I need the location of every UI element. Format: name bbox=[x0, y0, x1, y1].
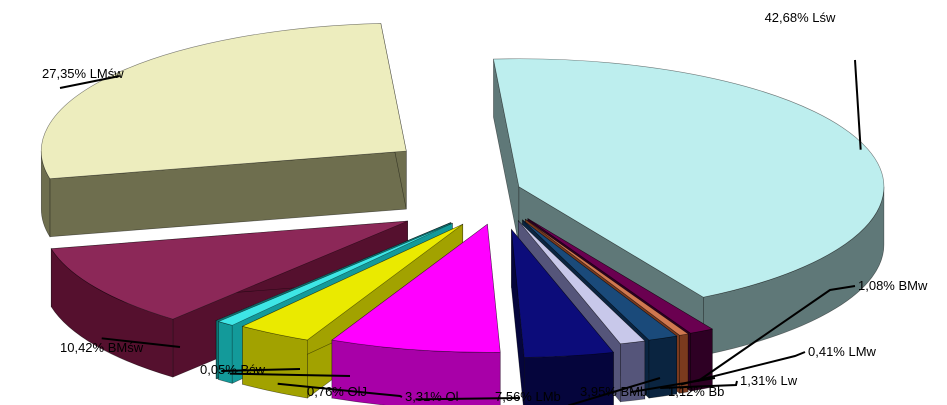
pie-slice-top bbox=[331, 223, 501, 353]
slice-label: 1,12% Bb bbox=[668, 384, 724, 399]
slice-label: 42,68% Lśw bbox=[765, 10, 836, 25]
pie-slice-6 bbox=[511, 228, 615, 405]
pie-slice-top bbox=[522, 219, 678, 341]
pie-slice-top bbox=[518, 220, 646, 345]
slice-label: 3,95% BMb bbox=[580, 384, 647, 399]
leader-line bbox=[415, 397, 521, 401]
pie-slice-top bbox=[493, 58, 885, 298]
leader-line bbox=[697, 285, 856, 382]
pie-slice-top bbox=[40, 23, 407, 180]
pie-slice-top bbox=[50, 220, 408, 320]
slice-label: 27,35% LMśw bbox=[42, 66, 124, 81]
pie-slice-top bbox=[215, 222, 452, 322]
slice-labels: 42,68% Lśw 1,08% BMw 0,41% LMw 1,31% Lw 1,12… bbox=[42, 10, 928, 404]
leader-line bbox=[680, 351, 806, 386]
label-leader-lines bbox=[59, 59, 862, 405]
slice-label: 7,56% LMb bbox=[495, 389, 561, 404]
pie-slice-12 bbox=[40, 23, 407, 238]
leader-line bbox=[221, 368, 301, 372]
slice-label: 3,31% Ol bbox=[405, 389, 459, 404]
leader-line bbox=[101, 337, 181, 348]
pie-slice-top bbox=[241, 223, 463, 341]
pie-slice-top bbox=[527, 218, 714, 334]
slice-label: 0,76% OlJ bbox=[307, 384, 367, 399]
slice-label: 10,42% BMśw bbox=[60, 340, 144, 355]
pie-slice-top bbox=[217, 222, 453, 326]
slice-label: 0,41% LMw bbox=[808, 344, 877, 359]
pie-slice-top bbox=[525, 219, 689, 336]
leader-line bbox=[854, 59, 862, 150]
leader-line bbox=[229, 372, 351, 377]
pie-slices bbox=[40, 23, 885, 405]
pie-slice-top bbox=[511, 228, 615, 358]
slice-label: 1,08% BMw bbox=[858, 278, 928, 293]
leader-line bbox=[567, 377, 661, 405]
leader-line bbox=[630, 377, 716, 394]
leader-line bbox=[277, 382, 403, 398]
slice-label: 0,05% Bśw bbox=[200, 362, 266, 377]
leader-line bbox=[59, 75, 120, 89]
slice-label: 1,31% Lw bbox=[740, 373, 798, 388]
pie-slice-7 bbox=[331, 223, 501, 405]
leader-line bbox=[660, 380, 738, 389]
